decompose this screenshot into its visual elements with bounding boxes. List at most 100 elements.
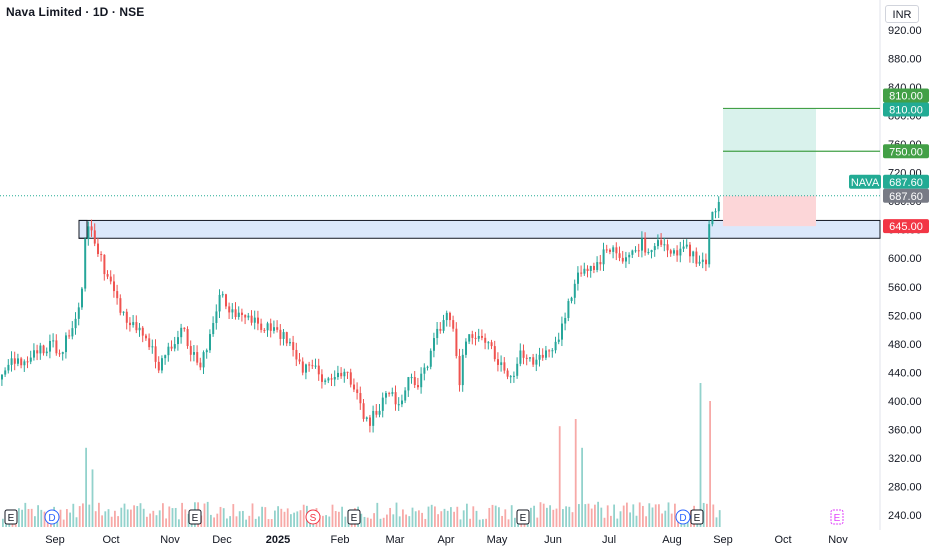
target-tag-bg (883, 144, 929, 159)
candle-body (282, 332, 285, 339)
candle-body (45, 351, 48, 354)
volume-bar (504, 509, 507, 527)
volume-bar (706, 503, 708, 527)
dividend-marker-icon[interactable]: D (44, 509, 60, 525)
candle-body (330, 378, 333, 380)
candle-body (381, 397, 384, 411)
volume-bar (75, 517, 78, 527)
candle-body (119, 298, 122, 313)
candle-body (266, 323, 269, 331)
volume-bar (325, 515, 327, 527)
volume-bar (341, 506, 343, 527)
candle-body (100, 254, 103, 256)
volume-bar (616, 518, 619, 527)
earnings-marker-icon[interactable]: E (516, 509, 530, 525)
volume-bar (43, 511, 46, 527)
candle-body (637, 250, 640, 252)
volume-bar (715, 517, 718, 527)
candle-body (36, 350, 39, 354)
candle-body (228, 306, 231, 313)
volume-bar (590, 508, 593, 527)
candle-body (369, 417, 371, 426)
candle-body (196, 352, 199, 363)
volume-bar (98, 502, 100, 527)
marker-shape (305, 509, 321, 525)
earnings-marker-icon[interactable]: E (188, 509, 202, 525)
candle-body (452, 320, 455, 329)
candle-body (276, 327, 279, 330)
volume-bar (507, 519, 510, 527)
volume-bar (2, 518, 4, 527)
candle-body (212, 322, 215, 335)
earnings-marker-icon[interactable]: E (830, 509, 844, 525)
candle-body (458, 356, 461, 386)
volume-bar (549, 505, 551, 527)
candle-body (13, 358, 16, 364)
volume-bar (610, 515, 612, 527)
volume-bar (264, 507, 267, 527)
candle-body (679, 248, 682, 256)
candle-body (433, 338, 435, 351)
marker-label: E (834, 513, 841, 524)
candle-body (439, 328, 442, 331)
volume-bar (619, 511, 622, 527)
volume-bar (421, 512, 423, 527)
volume-bar (21, 509, 23, 527)
volume-bar (581, 447, 583, 527)
x-tick-label: Nov (160, 534, 180, 546)
volume-bar (101, 515, 103, 527)
volume-bar (382, 517, 385, 527)
candle-body (122, 311, 125, 313)
volume-bar (78, 506, 81, 527)
earnings-marker-icon[interactable]: E (4, 509, 18, 525)
volume-bar (120, 507, 123, 527)
candle-body (301, 361, 304, 373)
candle-body (132, 322, 135, 326)
candle-body (564, 317, 567, 324)
volume-bar (670, 513, 673, 527)
volume-bar (571, 512, 574, 527)
y-tick-label: 280.00 (888, 481, 922, 493)
candle-body (317, 365, 320, 375)
volume-bar (632, 504, 635, 527)
target-top-tag-dup-bg (883, 102, 929, 117)
dividend-marker-icon[interactable]: D (675, 509, 691, 525)
volume-bar (366, 517, 369, 527)
volume-bar (606, 505, 609, 527)
earnings-marker-icon[interactable]: E (347, 509, 361, 525)
split-marker-icon[interactable]: S (305, 509, 321, 525)
candle-body (401, 400, 403, 405)
marker-shape (347, 509, 361, 525)
currency-selector[interactable]: INR (885, 5, 919, 23)
candle-body (609, 249, 611, 252)
earnings-marker-icon[interactable]: E (690, 509, 704, 525)
candle-body (586, 268, 589, 271)
volume-bar (539, 502, 542, 527)
candle-body (321, 374, 323, 382)
candle-body (170, 346, 173, 349)
candle-body (397, 404, 400, 406)
candle-body (650, 250, 653, 253)
volume-bar (290, 514, 292, 527)
candle-body (269, 323, 272, 331)
volume-bar (392, 514, 395, 527)
marker-label: E (520, 513, 527, 524)
volume-bar (587, 503, 590, 527)
candle-body (58, 353, 61, 355)
candle-body (682, 246, 685, 249)
candle-body (20, 358, 23, 366)
volume-bar (405, 514, 407, 527)
last-price-tag-bg (883, 174, 929, 189)
volume-bar (437, 514, 439, 527)
candle-body (346, 371, 349, 373)
candle-body (391, 392, 394, 394)
stop-tag: 645.00 (889, 221, 923, 233)
y-tick-label: 440.00 (888, 367, 922, 379)
candle-body (87, 226, 90, 240)
volume-bar (469, 518, 471, 527)
volume-bar (344, 516, 347, 527)
candle-body (353, 384, 355, 390)
candle-body (356, 389, 359, 394)
candle-body (154, 346, 157, 362)
